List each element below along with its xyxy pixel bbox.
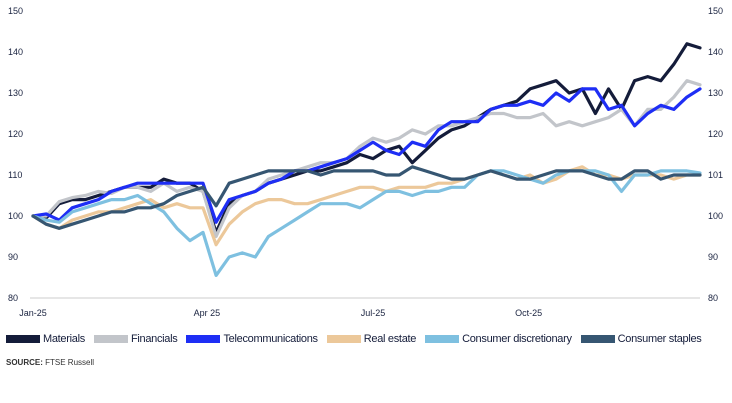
legend-item: Financials xyxy=(93,333,178,345)
x-tick: Jul-25 xyxy=(361,308,386,318)
legend-item: Materials xyxy=(6,333,85,345)
y-tick-left: 90 xyxy=(8,252,18,262)
series-line-telecommunications xyxy=(31,87,702,224)
y-tick-left: 130 xyxy=(8,88,23,98)
series-line-consumer-staples xyxy=(31,165,702,230)
legend-label: Telecommunications xyxy=(223,333,318,345)
legend-swatch xyxy=(186,335,221,343)
y-tick-left: 120 xyxy=(8,129,23,139)
legend-swatch xyxy=(425,335,460,343)
legend-label: Consumer discretionary xyxy=(462,333,572,345)
series-line-materials xyxy=(31,42,702,234)
legend-item: Consumer discretionary xyxy=(425,333,572,345)
legend-swatch xyxy=(580,335,615,343)
x-tick: Jan-25 xyxy=(19,308,47,318)
y-tick-right: 130 xyxy=(708,88,723,98)
y-tick-left: 110 xyxy=(8,170,22,180)
legend-item: Telecommunications xyxy=(186,333,318,345)
legend-label: Materials xyxy=(43,333,85,345)
legend-label: Financials xyxy=(130,333,178,345)
y-tick-left: 100 xyxy=(8,211,23,221)
source-text: FTSE Russell xyxy=(45,358,95,367)
legend-label: Real estate xyxy=(363,333,417,345)
y-tick-right: 90 xyxy=(708,252,718,262)
y-tick-left: 140 xyxy=(8,47,23,57)
y-tick-right: 100 xyxy=(708,211,723,221)
x-tick: Oct-25 xyxy=(515,308,542,318)
legend-swatch xyxy=(93,335,128,343)
y-tick-right: 140 xyxy=(708,47,723,57)
legend-swatch xyxy=(6,335,40,343)
legend-label: Consumer staples xyxy=(617,333,702,345)
series-line-consumer-discretionary xyxy=(31,169,702,277)
source-label: SOURCE: xyxy=(6,358,43,367)
legend-item: Real estate xyxy=(326,333,417,345)
y-tick-right: 80 xyxy=(708,293,718,303)
y-tick-right: 120 xyxy=(708,129,723,139)
y-tick-left: 80 xyxy=(8,293,18,303)
series-line-real-estate xyxy=(31,165,702,247)
legend-item: Consumer staples xyxy=(580,333,702,345)
y-tick-left: 150 xyxy=(8,6,23,16)
y-tick-right: 101 xyxy=(708,170,723,180)
legend-swatch xyxy=(326,335,361,343)
legend: Materials Financials Telecommunications Rea… xyxy=(6,333,702,345)
y-tick-right: 150 xyxy=(708,6,723,16)
source-note: SOURCE: FTSE Russell xyxy=(6,358,94,367)
x-tick: Apr 25 xyxy=(194,308,221,318)
series-line-financials xyxy=(31,79,702,239)
